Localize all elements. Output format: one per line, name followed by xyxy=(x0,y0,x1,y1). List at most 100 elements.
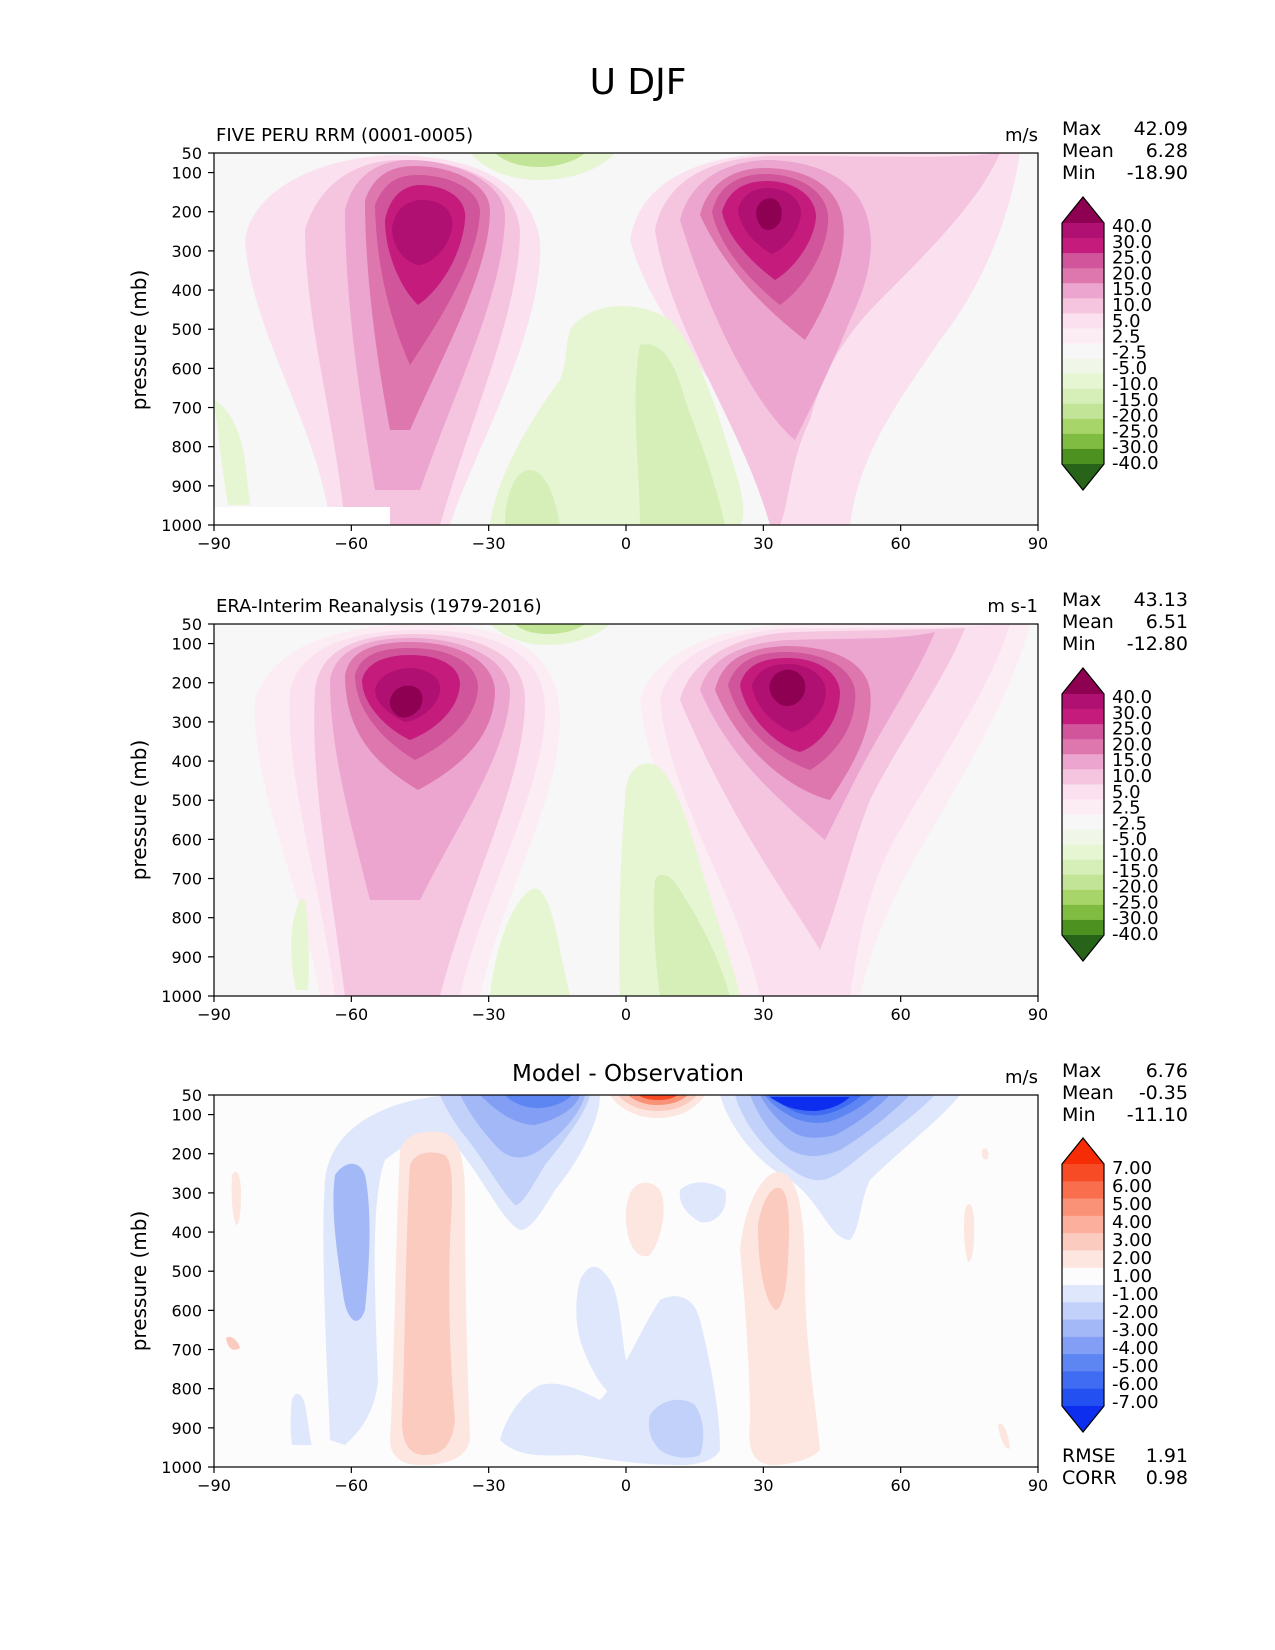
colorbar-swatch xyxy=(1062,1267,1104,1286)
colorbar-label: -2.00 xyxy=(1112,1302,1159,1323)
colorbar-label: -25.0 xyxy=(1112,892,1159,913)
stat-min-label: Min xyxy=(1062,1104,1096,1126)
contour-neg-jet-7 xyxy=(770,1097,850,1111)
x-tick-label: −30 xyxy=(472,534,506,553)
x-tick-label: −90 xyxy=(197,534,231,553)
contour-neg-5 xyxy=(505,1095,572,1108)
colorbar-label: -1.00 xyxy=(1112,1284,1159,1305)
colorbar-label: -3.00 xyxy=(1112,1320,1159,1341)
y-tick-label: 100 xyxy=(171,164,202,183)
colorbar-swatch xyxy=(1062,829,1104,846)
x-tick-label: 90 xyxy=(1028,534,1048,553)
contour-neg-mid-2 xyxy=(635,344,725,525)
colorbar-label: 2.00 xyxy=(1112,1248,1152,1269)
colorbar-outline xyxy=(1061,667,1105,962)
colorbar-swatch xyxy=(1062,1215,1104,1234)
stat-max-value: 43.13 xyxy=(1134,589,1188,611)
colorbar-swatch xyxy=(1062,343,1104,360)
contour-pos-top-4 xyxy=(638,1095,678,1100)
y-tick-label: 1000 xyxy=(161,1458,202,1477)
colorbar: 40.030.025.020.015.010.05.02.5-2.5-5.0-1… xyxy=(1061,196,1159,491)
y-tick-label: 700 xyxy=(171,399,202,418)
colorbar-swatch xyxy=(1062,448,1104,465)
colorbar-outline xyxy=(1061,1137,1105,1433)
colorbar-label: -20.0 xyxy=(1112,877,1159,898)
colorbar-extend-min xyxy=(1062,1406,1104,1432)
colorbar-label: 5.00 xyxy=(1112,1194,1152,1215)
contour-pos-edge-r2 xyxy=(981,1148,989,1160)
panel-subtitle: Model - Observation xyxy=(512,1061,744,1087)
colorbar-swatch xyxy=(1062,784,1104,800)
colorbar-label: -15.0 xyxy=(1112,861,1159,882)
x-tick-label: 30 xyxy=(753,1005,773,1024)
contour-pos-edge-l2 xyxy=(226,1336,240,1350)
stat-max-label: Max xyxy=(1062,589,1101,611)
colorbar-swatch xyxy=(1062,373,1104,390)
x-tick-label: 90 xyxy=(1028,1476,1048,1495)
x-tick-label: −60 xyxy=(334,1476,368,1495)
y-axis-label: pressure (mb) xyxy=(127,740,151,881)
x-tick-label: −90 xyxy=(197,1476,231,1495)
x-tick-label: 90 xyxy=(1028,1005,1048,1024)
colorbar-label: 5.0 xyxy=(1112,782,1141,803)
colorbar-label: 3.00 xyxy=(1112,1230,1152,1251)
y-tick-label: 500 xyxy=(171,1262,202,1281)
colorbar-extend-max xyxy=(1062,668,1104,694)
colorbar-label: -15.0 xyxy=(1112,390,1159,411)
colorbar-swatch xyxy=(1062,1181,1104,1200)
colorbar-swatch xyxy=(1062,919,1104,936)
x-tick-label: −30 xyxy=(472,1005,506,1024)
y-tick-label: 600 xyxy=(171,1301,202,1320)
stat-corr-label: CORR xyxy=(1062,1467,1117,1489)
colorbar-swatch xyxy=(1062,694,1104,710)
colorbar-label: -2.5 xyxy=(1112,813,1147,834)
colorbar-swatch xyxy=(1062,889,1104,906)
y-tick-label: 600 xyxy=(171,359,202,378)
colorbar-swatch xyxy=(1062,418,1104,435)
contour-nh-40 xyxy=(756,198,782,230)
colorbar-label: 20.0 xyxy=(1112,263,1152,284)
x-tick-label: −90 xyxy=(197,1005,231,1024)
panel-units: m s-1 xyxy=(987,596,1038,617)
stat-mean-value: -0.35 xyxy=(1139,1082,1188,1104)
y-tick-label: 900 xyxy=(171,948,202,967)
contour-neg-top xyxy=(490,624,610,645)
contour-neg-mid xyxy=(619,763,740,996)
colorbar-extend-max xyxy=(1062,1138,1104,1164)
contour-neg-edge xyxy=(291,899,309,990)
contour-sh-40 xyxy=(389,685,423,718)
colorbar-swatch xyxy=(1062,799,1104,815)
panel-model: FIVE PERU RRM (0001-0005) m/s xyxy=(127,118,1188,553)
colorbar-swatch xyxy=(1062,1319,1104,1338)
y-tick-label: 600 xyxy=(171,830,202,849)
y-tick-label: 100 xyxy=(171,635,202,654)
colorbar-swatch xyxy=(1062,1354,1104,1372)
colorbar-label: -4.00 xyxy=(1112,1338,1159,1359)
y-axis-label: pressure (mb) xyxy=(127,1211,151,1352)
colorbar-swatch xyxy=(1062,238,1104,254)
x-tick-label: −60 xyxy=(334,534,368,553)
y-tick-label: 800 xyxy=(171,909,202,928)
colorbar-label: -25.0 xyxy=(1112,421,1159,442)
colorbar-label: 10.0 xyxy=(1112,295,1152,316)
y-tick-label: 800 xyxy=(171,1380,202,1399)
contour-neg-mid-2 xyxy=(653,874,730,996)
colorbar-outline xyxy=(1061,196,1105,491)
colorbar-swatch xyxy=(1062,298,1104,314)
x-tick-label: 30 xyxy=(753,1476,773,1495)
y-tick-label: 400 xyxy=(171,281,202,300)
colorbar-label: 6.00 xyxy=(1112,1176,1152,1197)
contour-neg-3b xyxy=(333,1163,370,1321)
x-tick-label: 30 xyxy=(753,534,773,553)
colorbar-label: 2.5 xyxy=(1112,327,1141,348)
y-tick-label: 200 xyxy=(171,674,202,693)
colorbar-swatch xyxy=(1062,724,1104,740)
contour-pos-edge-r3 xyxy=(998,1423,1010,1449)
colorbar-swatch xyxy=(1062,874,1104,891)
y-tick-label: 100 xyxy=(171,1106,202,1125)
panel-difference: Model - Observation m/s xyxy=(127,1060,1188,1495)
contour-pos-edge-r xyxy=(964,1204,975,1262)
y-tick-label: 900 xyxy=(171,477,202,496)
stat-mean-label: Mean xyxy=(1062,1082,1114,1104)
